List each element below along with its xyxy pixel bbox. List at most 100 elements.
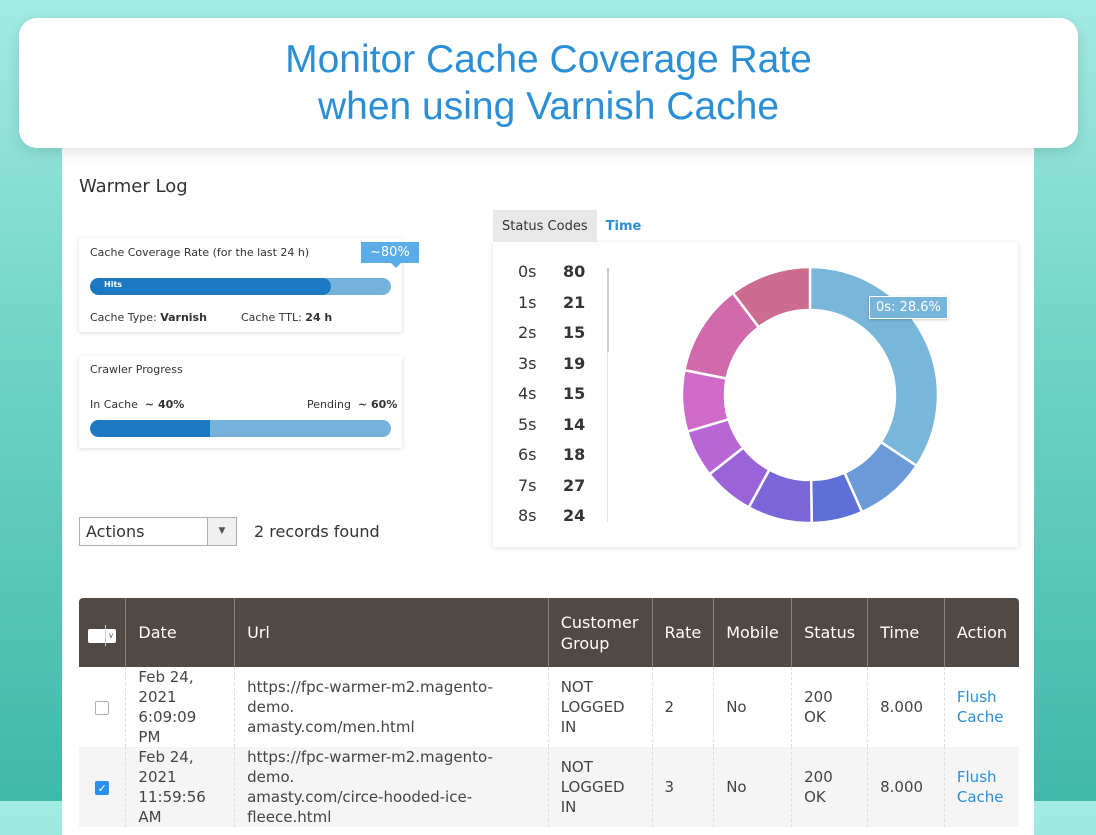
cache-type-value: Varnish <box>160 311 207 324</box>
select-all-checkbox[interactable]: ∨ <box>79 598 126 667</box>
status-code-row: 0s 80 <box>518 262 585 293</box>
row-checkbox[interactable] <box>79 667 126 747</box>
row-checkbox[interactable]: ✓ <box>79 747 126 827</box>
col-status[interactable]: Status <box>791 598 868 667</box>
col-rate[interactable]: Rate <box>651 598 714 667</box>
crawler-bar-fill <box>90 420 211 437</box>
code-value: 21 <box>563 292 586 312</box>
coverage-bar: Hits <box>90 278 391 295</box>
cell-date: Feb 24, 2021 6:09:09 PM <box>125 667 235 747</box>
table-row: Feb 24, 2021 6:09:09 PM https://fpc-warme… <box>79 667 1019 747</box>
donut-tooltip: 0s: 28.6% <box>869 296 948 319</box>
coverage-tooltip: ~80% <box>361 242 419 268</box>
coverage-title: Cache Coverage Rate (for the last 24 h) <box>90 246 310 259</box>
cell-rate: 3 <box>651 747 714 827</box>
table-row: ✓ Feb 24, 2021 11:59:56 AM https://fpc-wa… <box>79 747 1019 827</box>
cell-date: Feb 24, 2021 11:59:56 AM <box>125 747 235 827</box>
group-part: LOGGED IN <box>560 778 625 816</box>
code-value: 15 <box>563 323 586 342</box>
chart-tabs: Status Codes Time <box>493 210 650 242</box>
cell-url: https://fpc-warmer-m2.magento-demo. amast… <box>234 667 549 747</box>
cell-action: Flush Cache <box>943 747 1019 827</box>
pending-value: ~ 60% <box>357 398 398 411</box>
cell-status: 200 OK <box>791 747 868 827</box>
group-part: LOGGED IN <box>560 698 625 736</box>
pending-label: Pending <box>307 398 351 411</box>
in-cache-value: ~ 40% <box>144 398 185 411</box>
crawler-title: Crawler Progress <box>90 363 183 376</box>
cell-group: NOT LOGGED IN <box>547 667 653 747</box>
date: Feb 24, 2021 <box>138 668 194 706</box>
col-date[interactable]: Date <box>125 598 235 667</box>
code-value: 14 <box>563 414 586 434</box>
col-url[interactable]: Url <box>234 598 549 667</box>
table-header: ∨ Date Url Customer Group Rate Mobile St… <box>79 598 1019 667</box>
cell-url: https://fpc-warmer-m2.magento-demo. amast… <box>234 747 549 827</box>
banner-line-2: when using Varnish Cache <box>317 85 780 128</box>
status-code-row: 3s 19 <box>518 354 585 385</box>
code-label: 6s <box>518 445 537 464</box>
status-code-list: 0s 80 1s 21 2s 15 3s 19 4s 15 5s 14 6s 18 7s 27 8s 24 <box>518 262 585 537</box>
status-code-row: 2s 15 <box>518 323 585 354</box>
page-title: Warmer Log <box>79 176 188 197</box>
cell-action: Flush Cache <box>943 667 1019 747</box>
tab-time[interactable]: Time <box>605 219 642 234</box>
cell-rate: 2 <box>651 667 714 747</box>
code-value: 19 <box>563 353 586 373</box>
code-label: 4s <box>518 384 537 403</box>
list-scrollbar[interactable] <box>607 268 609 352</box>
time-of-day: 11:59:56 AM <box>138 788 206 826</box>
code-label: 5s <box>518 414 537 434</box>
ttl-label: Cache TTL: <box>241 311 302 324</box>
chevron-down-icon: ▼ <box>207 518 236 545</box>
code-label: 0s <box>518 262 537 281</box>
url-part: https://fpc-warmer-m2.magento-demo. <box>247 678 493 716</box>
group-part: NOT <box>560 758 593 776</box>
records-count: 2 records found <box>254 522 380 541</box>
in-cache-label: In Cache <box>90 398 138 411</box>
code-value: 24 <box>563 506 586 525</box>
status-code-row: 6s 18 <box>518 445 585 476</box>
cell-time: 8.000 <box>867 747 945 827</box>
ttl-value: 24 h <box>305 311 333 324</box>
code-value: 15 <box>563 384 586 403</box>
flush-cache-link[interactable]: Flush Cache <box>956 768 1004 806</box>
status-code-row: 7s 27 <box>518 476 585 507</box>
code-label: 3s <box>518 353 537 373</box>
status-code-row: 1s 21 <box>518 293 585 324</box>
coverage-bar-fill: Hits <box>90 278 331 295</box>
cell-group: NOT LOGGED IN <box>547 747 653 827</box>
actions-label: Actions <box>86 522 145 541</box>
col-customer-group[interactable]: Customer Group <box>547 598 653 667</box>
col-time[interactable]: Time <box>867 598 945 667</box>
cell-time: 8.000 <box>867 667 945 747</box>
date: Feb 24, 2021 <box>138 748 194 786</box>
banner-line-1: Monitor Cache Coverage Rate <box>285 38 812 81</box>
crawler-bar <box>90 420 391 437</box>
status-code-row: 5s 14 <box>518 415 585 446</box>
list-scroll-track <box>607 352 608 522</box>
code-value: 80 <box>563 262 586 281</box>
url-part: https://fpc-warmer-m2.magento-demo. <box>247 748 493 786</box>
flush-cache-link[interactable]: Flush Cache <box>956 688 1004 726</box>
code-value: 27 <box>563 475 586 495</box>
status-code-row: 8s 24 <box>518 506 585 537</box>
col-action[interactable]: Action <box>943 598 1019 667</box>
url-part: amasty.com/circe-hooded-ice-fleece.html <box>247 788 473 826</box>
cell-status: 200 OK <box>791 667 868 747</box>
group-part: NOT <box>560 678 593 696</box>
hits-label: Hits <box>104 280 123 289</box>
status-code-row: 4s 15 <box>518 384 585 415</box>
tab-status-codes[interactable]: Status Codes <box>493 210 597 242</box>
cell-mobile: No <box>713 667 792 747</box>
code-label: 1s <box>518 292 537 312</box>
code-value: 18 <box>563 445 586 464</box>
col-mobile[interactable]: Mobile <box>713 598 792 667</box>
cache-type-label: Cache Type: <box>90 311 157 324</box>
warmer-log-table: ∨ Date Url Customer Group Rate Mobile St… <box>79 598 1019 827</box>
url-part: amasty.com/men.html <box>247 718 415 736</box>
code-label: 7s <box>518 475 537 495</box>
time-of-day: 6:09:09 PM <box>138 708 197 746</box>
actions-select[interactable]: Actions ▼ <box>79 517 237 546</box>
code-label: 2s <box>518 323 537 342</box>
